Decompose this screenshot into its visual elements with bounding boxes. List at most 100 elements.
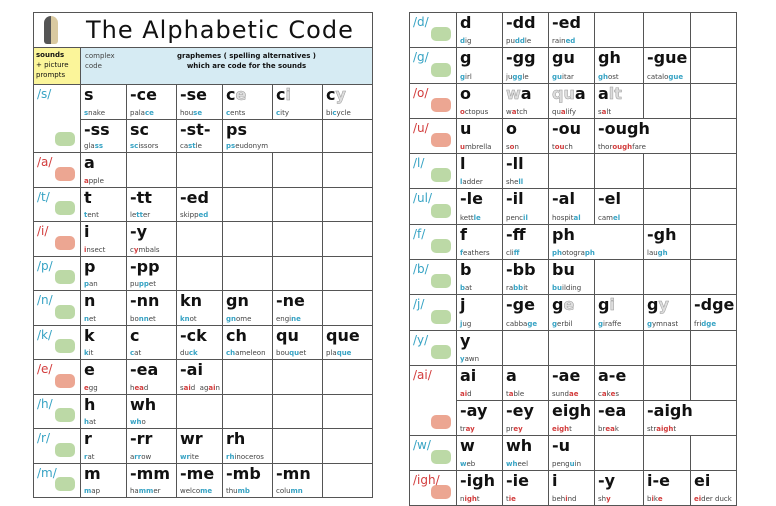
grapheme-text: u (460, 118, 472, 138)
empty-cell (595, 13, 644, 48)
grapheme: d (460, 13, 499, 32)
empty-cell (323, 360, 371, 394)
word-text: ow (141, 452, 152, 461)
grapheme-rows: y y awn (457, 330, 736, 365)
word-highlight: k (84, 349, 89, 357)
grapheme-text: a (574, 83, 586, 103)
grapheme-cell: l l adder (457, 154, 503, 189)
grapheme-cell: -pp pu pp et (127, 256, 177, 290)
word-text: s (598, 107, 602, 116)
grapheme-text: g (552, 295, 564, 315)
word-text: at (88, 418, 97, 426)
sound-cell: /w/ (410, 435, 457, 470)
word-highlight: ie (508, 495, 516, 504)
word-highlight: gg (512, 72, 523, 81)
word-text: adder (462, 178, 483, 187)
word-text: pala (130, 108, 145, 117)
empty-cell (223, 360, 273, 394)
grapheme-cell: m m ap (81, 463, 127, 497)
apple-icon (55, 166, 75, 181)
word-highlight: dge (701, 319, 717, 328)
grapheme: -ie (506, 471, 545, 490)
example-word: ch ameleon (226, 349, 269, 358)
empty-cell (323, 222, 371, 256)
empty-cell (691, 436, 735, 470)
word-text: pu (130, 280, 139, 288)
word-text: mbals (138, 245, 160, 254)
word-text: ig (465, 37, 472, 46)
word-text: t (506, 495, 509, 504)
word-highlight: p (84, 280, 90, 288)
hat-icon (55, 408, 75, 422)
grapheme-text: -ne (276, 291, 305, 310)
sound-cell: /g/ (410, 48, 457, 83)
sound-row: /h/h h at wh wh o (34, 394, 372, 429)
word-text: a (130, 452, 135, 461)
grapheme: wr (180, 429, 219, 448)
grapheme-rows: t t ent -tt le tt er -ed skipp ed (81, 187, 372, 221)
word-text: ug (462, 319, 472, 328)
word-text: awn (464, 354, 480, 363)
grapheme-cell: -ai s ai d ag ai n (177, 360, 223, 394)
grapheme-text: h (84, 394, 96, 414)
word-highlight: rr (134, 452, 142, 461)
grapheme-cell: c i c ity (273, 85, 323, 119)
grapheme: -el (598, 189, 640, 208)
grapheme-cell: y y awn (457, 330, 503, 365)
jug-icon (431, 309, 451, 324)
grapheme-row: -le kett le -il penc il -al hospit al -el cam el (457, 189, 736, 224)
grapheme-rows: o o ctopus w a w a tch qu a qu a lify a lt s a lt (457, 83, 736, 118)
word-text: iraffe (603, 319, 622, 328)
sound-row: /y/y y awn (410, 330, 736, 366)
grapheme-text: ai (460, 365, 477, 385)
empty-cell (691, 154, 735, 188)
grapheme-cell: sc sc issors (127, 119, 177, 152)
word-text: w (506, 107, 512, 116)
word-text: o (141, 418, 146, 426)
word-highlight: f (460, 249, 464, 258)
empty-cell (549, 330, 595, 365)
grapheme: -ck (180, 326, 219, 345)
word-text: mbrella (464, 143, 492, 152)
sound-label: /m/ (37, 465, 57, 480)
word-highlight: st (188, 142, 196, 150)
aid-kit-icon (431, 414, 451, 429)
grapheme: -ed (180, 188, 219, 207)
word-text: thor (598, 143, 613, 152)
word-text: skipp (180, 211, 199, 219)
grapheme-text: l (460, 154, 466, 174)
empty-cell (691, 225, 735, 259)
grapheme: -ou (552, 119, 591, 138)
grapheme-text: -ey (506, 401, 534, 421)
word-highlight: bu (552, 284, 562, 293)
sound-label: /h/ (37, 396, 53, 411)
word-highlight: qu (289, 349, 300, 357)
word-text: eb (466, 459, 476, 468)
word-text: et (148, 314, 156, 323)
empty-cell (644, 260, 691, 295)
example-word: du ck (180, 349, 219, 358)
word-highlight: ph (552, 249, 562, 258)
grapheme-cell: -nn bo nn et (127, 291, 177, 325)
word-highlight: nn (138, 314, 149, 323)
word-highlight: ce (144, 108, 154, 117)
grapheme-text: wh (130, 394, 157, 414)
grapheme-cell: e e gg (81, 360, 127, 394)
word-highlight: h (84, 418, 89, 426)
sound-label: /l/ (413, 156, 425, 171)
sound-row: /l/l l adder -ll she ll (410, 154, 736, 190)
grapheme-cell: -ough thor ough fare (595, 118, 691, 154)
grapheme-cell: wr wr ite (177, 429, 223, 463)
word-text: b (647, 495, 652, 504)
sound-row: /d/d d ig -dd pu dd le -ed rain ed (410, 13, 736, 49)
word-text: eudonym (235, 142, 269, 150)
example-word: l adder (460, 178, 499, 187)
word-text: d (143, 383, 149, 392)
grapheme-row: a a pple (81, 153, 372, 187)
example-word: penc il (506, 214, 545, 223)
grapheme-cell: -mb thu mb (223, 463, 273, 497)
grapheme: rh (226, 429, 269, 448)
map-icon (55, 477, 75, 491)
grapheme-cell: wh wh eel (503, 435, 549, 470)
